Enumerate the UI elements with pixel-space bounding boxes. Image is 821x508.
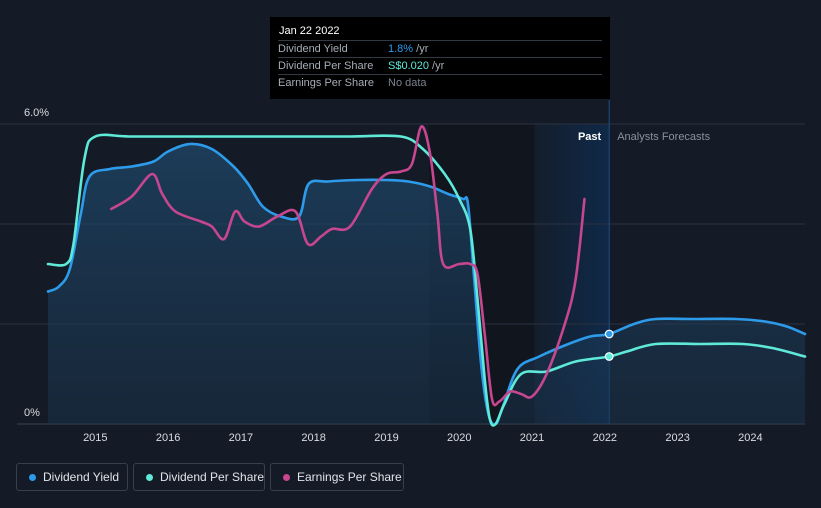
legend-dot-icon bbox=[146, 474, 153, 481]
y-tick-label: 6.0% bbox=[24, 107, 49, 119]
forecast-label: Analysts Forecasts bbox=[617, 131, 710, 143]
earnings-per-share-line bbox=[110, 125, 586, 407]
hover-tooltip: Jan 22 2022 Dividend Yield 1.8% /yr Divi… bbox=[270, 17, 610, 99]
legend-label: Dividend Per Share bbox=[160, 470, 265, 484]
past-label: Past bbox=[578, 131, 602, 143]
x-tick-label: 2018 bbox=[301, 432, 325, 444]
legend-dot-icon bbox=[283, 474, 290, 481]
x-tick-label: 2017 bbox=[229, 432, 253, 444]
tooltip-value-number: 1.8% bbox=[388, 43, 414, 55]
x-tick-label: 2024 bbox=[738, 432, 762, 444]
tooltip-row-earnings-per-share: Earnings Per Share No data bbox=[278, 74, 602, 91]
legend-item-dividend-per-share[interactable]: Dividend Per Share bbox=[133, 463, 265, 491]
legend-label: Earnings Per Share bbox=[297, 470, 402, 484]
tooltip-value-number: No data bbox=[388, 77, 427, 89]
dividend-per-share-marker bbox=[604, 352, 614, 361]
series-markers bbox=[604, 329, 614, 361]
x-tick-label: 2020 bbox=[447, 432, 471, 444]
tooltip-value-unit: /yr bbox=[413, 43, 429, 55]
x-tick-label: 2019 bbox=[374, 432, 398, 444]
tooltip-label: Dividend Yield bbox=[278, 43, 348, 55]
legend-item-earnings-per-share[interactable]: Earnings Per Share bbox=[270, 463, 404, 491]
dividend-per-share-line bbox=[46, 133, 807, 427]
tooltip-value-number: S$0.020 bbox=[388, 60, 429, 72]
tooltip-row-dividend-yield: Dividend Yield 1.8% /yr bbox=[278, 40, 602, 57]
legend-item-dividend-yield[interactable]: Dividend Yield bbox=[16, 463, 128, 491]
tooltip-value: S$0.020 /yr bbox=[388, 60, 444, 72]
x-tick-label: 2016 bbox=[156, 432, 180, 444]
tooltip-label: Dividend Per Share bbox=[278, 60, 374, 72]
x-tick-label: 2021 bbox=[520, 432, 544, 444]
x-tick-label: 2023 bbox=[665, 432, 689, 444]
tooltip-value-unit: /yr bbox=[428, 60, 445, 72]
tooltip-date: Jan 22 2022 bbox=[279, 25, 340, 37]
dividend-yield-marker bbox=[604, 329, 614, 339]
legend-dot-icon bbox=[29, 474, 36, 481]
tooltip-label: Earnings Per Share bbox=[278, 77, 374, 89]
y-tick-label: 0% bbox=[24, 407, 40, 419]
tooltip-row-dividend-per-share: Dividend Per Share S$0.020 /yr bbox=[278, 57, 602, 74]
x-tick-label: 2022 bbox=[593, 432, 617, 444]
axis-labels: 6.0% 0% 2015 2016 2017 2018 2019 2020 2021 2022 20… bbox=[24, 107, 763, 444]
tooltip-value: 1.8% /yr bbox=[388, 43, 428, 55]
tooltip-value: No data bbox=[388, 77, 427, 89]
x-tick-label: 2015 bbox=[83, 432, 107, 444]
legend-label: Dividend Yield bbox=[43, 470, 120, 484]
